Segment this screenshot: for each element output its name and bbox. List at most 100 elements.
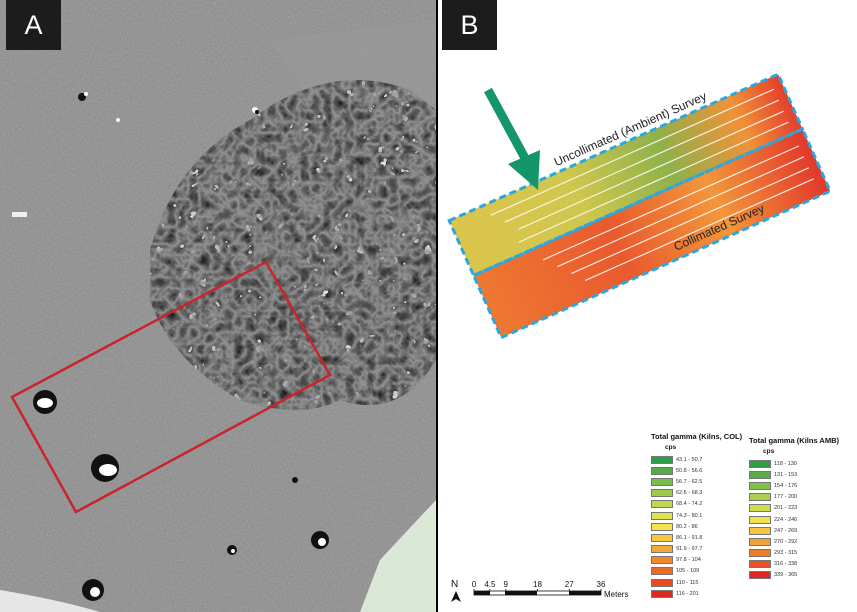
legend-col-title: Total gamma (Kilns, COL) — [651, 432, 743, 441]
legend-amb-range: 118 - 130 — [774, 460, 797, 467]
legend-amb-range: 316 - 338 — [774, 561, 798, 568]
legend-amb-swatch — [749, 481, 771, 490]
legend-col-item: 91.9 - 97.7 — [651, 544, 742, 555]
legend-col: Total gamma (Kilns, COL) cps 43.1 - 50.7… — [651, 432, 742, 599]
legend-col-swatch — [651, 578, 673, 587]
scale-unit: Meters — [604, 590, 628, 599]
legend-amb-range: 293 - 315 — [774, 550, 798, 557]
unsurveyed-area — [360, 500, 436, 612]
dipole-anomalies — [12, 92, 329, 601]
survey-raster: Uncollimated (Ambient) Survey Collimated… — [447, 72, 833, 340]
legend-col-range: 74.3 - 80.1 — [676, 512, 703, 519]
legend-col-range: 97.8 - 104 — [676, 557, 701, 564]
legend-col-item: 50.8 - 56.6 — [651, 465, 742, 476]
north-arrow: N — [451, 579, 461, 602]
legend-amb-units: cps — [763, 448, 775, 455]
legend-amb-range: 177 - 200 — [774, 494, 798, 501]
legend-amb-swatch — [749, 504, 771, 513]
legend-amb-range: 154 - 176 — [774, 482, 798, 489]
panel-divider — [436, 0, 438, 612]
legend-col-item: 80.2 - 86 — [651, 521, 742, 532]
legend-amb-swatch — [749, 493, 771, 502]
legend-amb-range: 339 - 365 — [774, 572, 798, 579]
legend-amb-swatch — [749, 459, 771, 468]
legend-amb-range: 270 - 292 — [774, 538, 798, 545]
legend-amb-range: 247 - 269 — [774, 527, 798, 534]
legend-amb-swatch — [749, 515, 771, 524]
legend-amb-item: 177 - 200 — [749, 492, 839, 503]
legend-col-range: 68.4 - 74.2 — [676, 501, 703, 508]
panel-b-gamma-survey: Uncollimated (Ambient) Survey Collimated… — [438, 0, 857, 612]
legend-amb-item: 201 - 223 — [749, 503, 839, 514]
legend-amb-swatch — [749, 549, 771, 558]
legend-amb-item: 293 - 315 — [749, 548, 839, 559]
legend-col-item: 43.1 - 50.7 — [651, 454, 742, 465]
legend-col-swatch — [651, 567, 673, 576]
legend-col-range: 62.6 - 68.3 — [676, 490, 703, 497]
legend-amb-item: 270 - 292 — [749, 536, 839, 547]
legend-col-swatch — [651, 511, 673, 520]
scale-tick-label: 9 — [504, 580, 509, 589]
legend-col-item: 68.4 - 74.2 — [651, 499, 742, 510]
legend-col-item: 56.7 - 62.5 — [651, 476, 742, 487]
legend-amb: Total gamma (Kilns AMB) cps 118 - 130 131… — [749, 436, 839, 581]
legend-col-swatch — [651, 556, 673, 565]
legend-col-item: 97.8 - 104 — [651, 555, 742, 566]
legend-col-range: 110 - 115 — [676, 579, 699, 586]
traverse-lines — [490, 88, 814, 282]
scale-tick-label: 27 — [565, 580, 574, 589]
collimated-outline — [471, 127, 833, 340]
legend-amb-item: 247 - 269 — [749, 525, 839, 536]
legend-amb-item: 224 - 246 — [749, 514, 839, 525]
legend-col-item: 105 - 109 — [651, 566, 742, 577]
legend-amb-item: 316 - 338 — [749, 559, 839, 570]
scale-tick-label: 18 — [533, 580, 542, 589]
legend-col-range: 105 - 109 — [676, 568, 700, 575]
legend-col-swatch — [651, 489, 673, 498]
legend-col-swatch — [651, 533, 673, 542]
legend-amb-title: Total gamma (Kilns AMB) — [749, 436, 840, 445]
legend-amb-range: 224 - 246 — [774, 516, 798, 523]
magnetometry-map — [0, 0, 436, 612]
scale-bar: 0 4.5 9 18 27 36 Meters — [472, 580, 629, 599]
legend-amb-item: 154 - 176 — [749, 480, 839, 491]
legend-col-range: 50.8 - 56.6 — [676, 467, 703, 474]
survey-area-highlight — [10, 260, 332, 514]
scale-tick-label: 36 — [597, 580, 606, 589]
outside-area — [0, 590, 100, 612]
legend-col-units: cps — [665, 444, 677, 451]
legend-amb-swatch — [749, 537, 771, 546]
legend-col-range: 56.7 - 62.5 — [676, 478, 703, 485]
legend-col-item: 74.3 - 80.1 — [651, 510, 742, 521]
location-arrow — [484, 87, 540, 190]
gamma-survey-map: Uncollimated (Ambient) Survey Collimated… — [447, 72, 833, 602]
legend-col-swatch — [651, 477, 673, 486]
panel-label-b: B — [442, 0, 497, 50]
north-label: N — [451, 579, 458, 590]
legend-amb-item: 118 - 130 — [749, 458, 839, 469]
legend-amb-swatch — [749, 571, 771, 580]
legend-col-item: 116 - 201 — [651, 588, 742, 599]
legend-amb-swatch — [749, 470, 771, 479]
legend-col-range: 116 - 201 — [676, 590, 699, 597]
scale-tick-label: 0 — [472, 580, 477, 589]
legend-amb-range: 201 - 223 — [774, 505, 798, 512]
legend-amb-item: 339 - 365 — [749, 570, 839, 581]
legend-amb-item: 131 - 153 — [749, 469, 839, 480]
legend-col-item: 62.6 - 68.3 — [651, 488, 742, 499]
legend-col-range: 86.1 - 91.8 — [676, 534, 703, 541]
legend-col-swatch — [651, 545, 673, 554]
legend-col-swatch — [651, 455, 673, 464]
scale-tick-label: 4.5 — [484, 580, 496, 589]
legend-col-swatch — [651, 500, 673, 509]
legend-col-swatch — [651, 589, 673, 598]
legend-col-swatch — [651, 522, 673, 531]
panel-a-magnetometry: A — [0, 0, 436, 612]
legend-amb-range: 131 - 153 — [774, 471, 798, 478]
legend-col-swatch — [651, 466, 673, 475]
panel-label-a: A — [6, 0, 61, 50]
legend-amb-swatch — [749, 526, 771, 535]
legend-col-range: 80.2 - 86 — [676, 523, 698, 530]
legend-amb-swatch — [749, 560, 771, 569]
legend-col-item: 110 - 115 — [651, 577, 742, 588]
